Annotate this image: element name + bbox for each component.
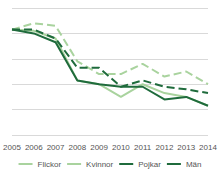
svg-text:Pojkar: Pojkar <box>138 160 161 169</box>
svg-text:2013: 2013 <box>177 143 195 152</box>
svg-text:2005: 2005 <box>3 143 21 152</box>
svg-text:2011: 2011 <box>134 143 152 152</box>
svg-text:2010: 2010 <box>112 143 130 152</box>
svg-text:2008: 2008 <box>68 143 86 152</box>
svg-text:Män: Män <box>186 160 202 169</box>
svg-text:2009: 2009 <box>90 143 108 152</box>
svg-text:2006: 2006 <box>25 143 43 152</box>
svg-text:2012: 2012 <box>156 143 174 152</box>
svg-text:2007: 2007 <box>47 143 65 152</box>
svg-text:Kvinnor: Kvinnor <box>86 160 113 169</box>
svg-text:2014: 2014 <box>199 143 217 152</box>
svg-text:Flickor: Flickor <box>38 160 62 169</box>
